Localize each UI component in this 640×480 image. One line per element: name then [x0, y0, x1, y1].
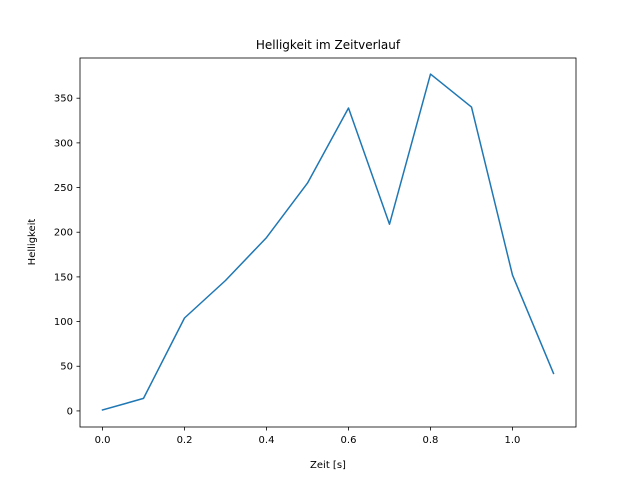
chart-title: Helligkeit im Zeitverlauf — [256, 38, 401, 52]
plot-area: 0.0 0.2 0.4 0.6 0.8 1.0 0 50 100 150 200 250 300 350 — [54, 57, 577, 446]
y-tick-label: 200 — [54, 228, 73, 239]
y-tick-label: 150 — [54, 272, 73, 283]
y-tick-label: 350 — [54, 94, 73, 105]
x-tick-label: 0.4 — [259, 435, 275, 446]
y-axis-label: Helligkeit — [27, 219, 38, 266]
x-tick-label: 0.0 — [95, 435, 111, 446]
y-tick-label: 100 — [54, 317, 73, 328]
y-tick-label: 0 — [67, 406, 73, 417]
x-tick-label: 0.2 — [177, 435, 193, 446]
x-tick-label: 0.6 — [341, 435, 357, 446]
x-tick-label: 1.0 — [505, 435, 521, 446]
series-line-0 — [101, 73, 555, 411]
x-axis-label: Zeit [s] — [310, 460, 346, 471]
x-tick-label: 0.8 — [423, 435, 439, 446]
y-tick-label: 300 — [54, 138, 73, 149]
axes-frame — [79, 57, 577, 428]
y-tick-label: 50 — [60, 362, 73, 373]
y-tick-label: 250 — [54, 183, 73, 194]
